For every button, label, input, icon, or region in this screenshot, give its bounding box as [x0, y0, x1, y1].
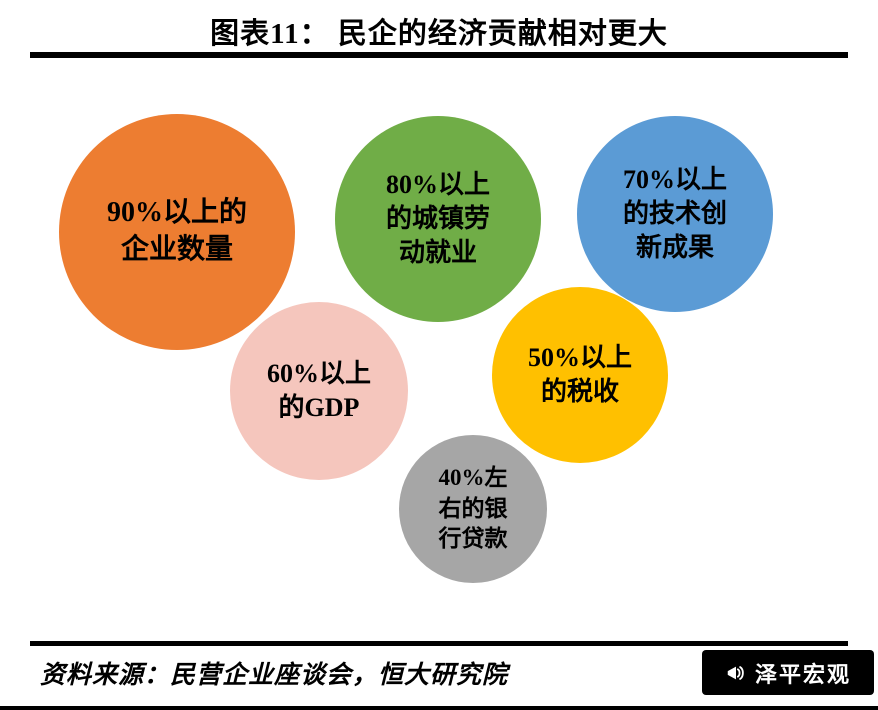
bubble-enterprise-count: 90%以上的 企业数量 — [59, 114, 295, 350]
bubble-tech-innovation: 70%以上 的技术创 新成果 — [577, 116, 773, 312]
bubble-text-line: 的城镇劳 — [385, 203, 490, 233]
bubble-text-line: 60%以上 — [266, 358, 371, 388]
bubble-text-line: 右的银 — [438, 495, 508, 521]
bubble-text-line: 70%以上 — [622, 164, 727, 194]
bubble-text-line: 90%以上的 — [106, 197, 247, 229]
bubble-urban-employment: 80%以上 的城镇劳 动就业 — [335, 116, 541, 322]
title-divider — [30, 52, 848, 58]
bottom-border-line — [0, 706, 878, 710]
brand-badge-label: 泽平宏观 — [754, 661, 851, 687]
bubble-text-line: 企业数量 — [120, 234, 233, 265]
source-note: 资料来源：民营企业座谈会，恒大研究院 — [40, 662, 509, 689]
bubble-text-line: 40%左 — [438, 465, 508, 491]
bubble-gdp: 60%以上 的GDP — [230, 302, 408, 480]
page-title: 图表11： 民企的经济贡献相对更大 — [210, 18, 668, 50]
bubble-text-line: 动就业 — [398, 238, 477, 268]
bubble-text-line: 50%以上 — [527, 342, 632, 372]
bubble-bank-loans: 40%左 右的银 行贷款 — [399, 435, 547, 583]
footer-divider — [30, 641, 848, 646]
bubble-text-line: 行贷款 — [438, 526, 508, 552]
bubble-text-line: 的税收 — [540, 377, 619, 406]
bubble-text-line: 新成果 — [635, 233, 714, 263]
bubble-text-line: 的技术创 — [622, 198, 727, 228]
bubble-tax-revenue: 50%以上 的税收 — [492, 287, 668, 463]
brand-badge: 泽平宏观 — [702, 650, 874, 695]
megaphone-icon — [725, 662, 747, 684]
bubble-text-line: 80%以上 — [385, 169, 490, 199]
bubble-text-line: 的GDP — [278, 393, 360, 422]
